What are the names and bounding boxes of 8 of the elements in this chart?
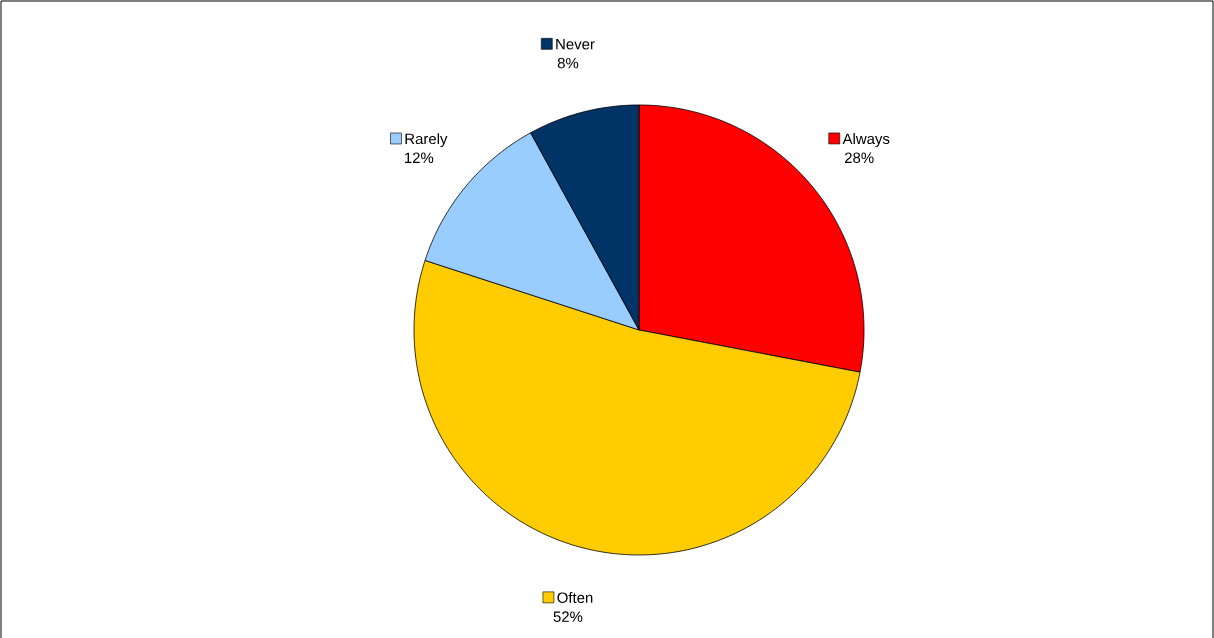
- data-label: 8%: [557, 57, 579, 69]
- legend-label: Never: [556, 39, 595, 50]
- data-label: 12%: [405, 152, 434, 163]
- legend-label: Often: [557, 592, 593, 604]
- data-label: 28%: [844, 152, 874, 164]
- legend-label: Always: [842, 133, 890, 148]
- data-label: 52%: [553, 611, 583, 622]
- legend-label: Rarely: [405, 133, 448, 148]
